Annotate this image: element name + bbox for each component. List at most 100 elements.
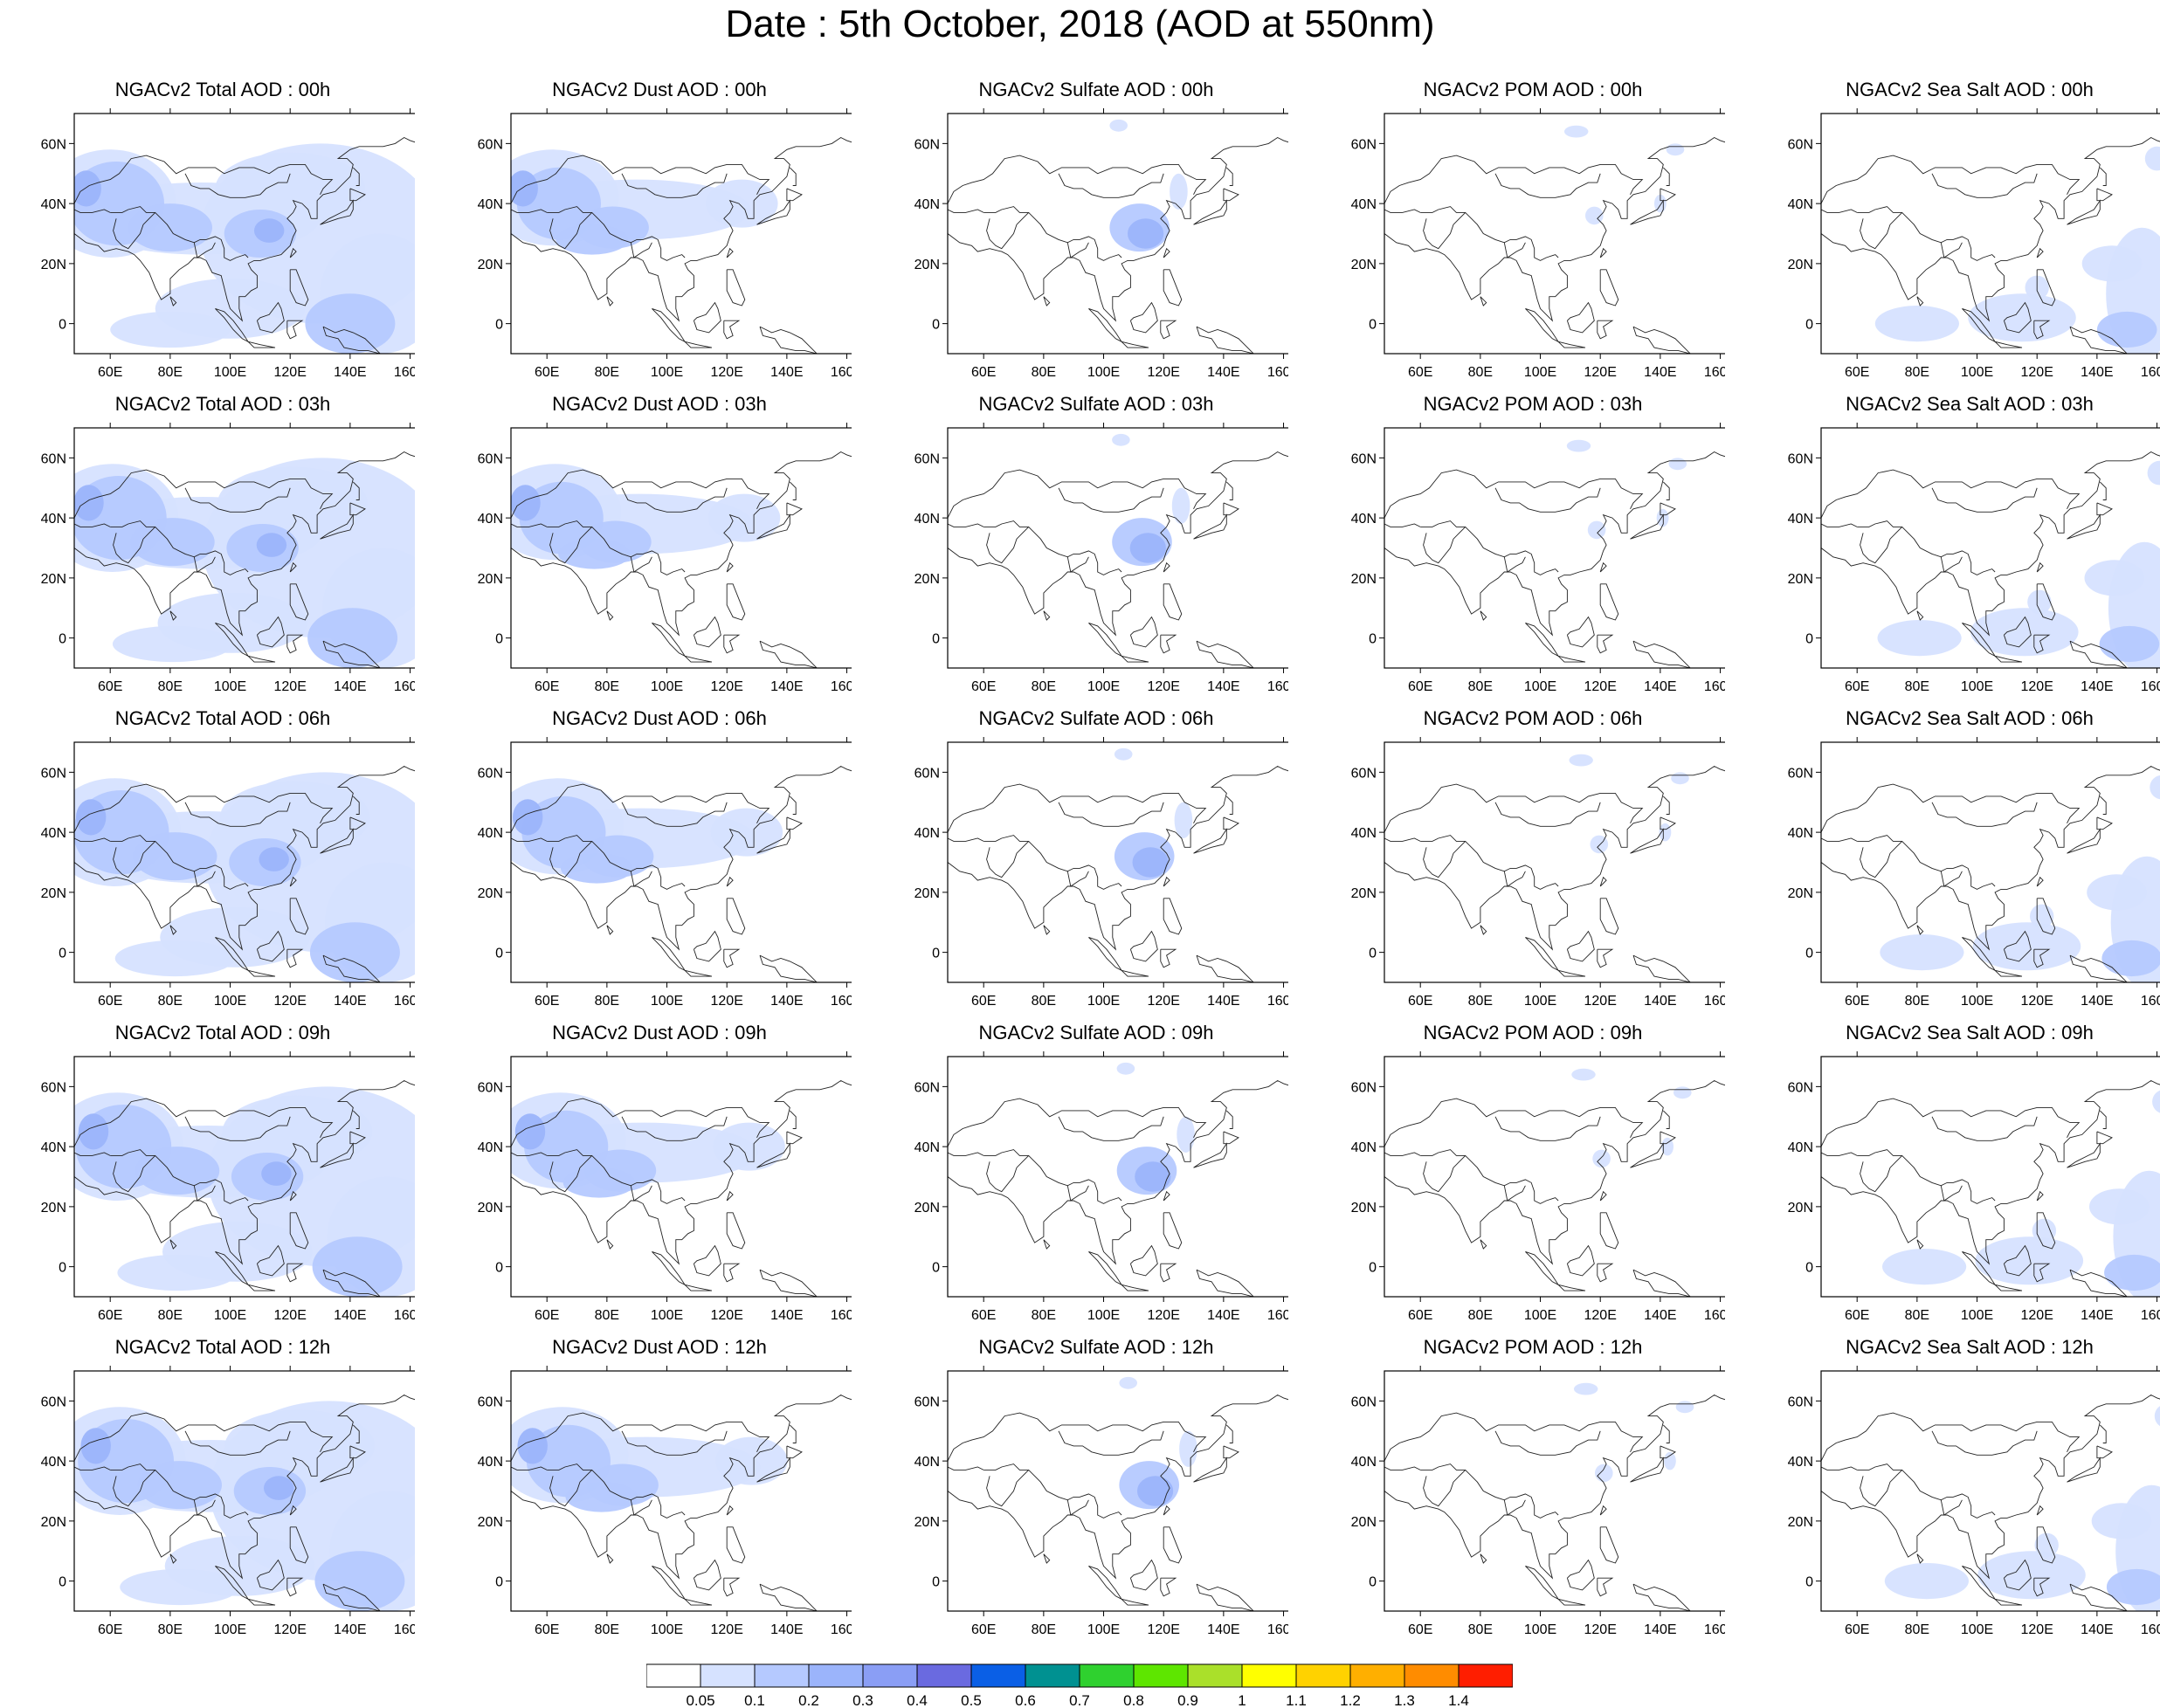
lon-tick-label: 160E [2141, 365, 2160, 380]
lon-tick-label: 100E [1087, 1622, 1120, 1637]
coastline [74, 1152, 111, 1156]
coastline [193, 242, 216, 258]
coastline [1384, 1152, 1421, 1156]
coastline [1193, 1142, 1227, 1168]
coastline [1821, 1466, 1858, 1470]
lon-tick-label: 80E [1032, 679, 1056, 694]
aod-field [1569, 754, 1593, 767]
coastline [2069, 954, 2128, 982]
coastline [2096, 1445, 2113, 1459]
lat-tick-label: 40N [41, 826, 66, 841]
coastline [1916, 296, 1924, 306]
coastline [2003, 301, 2032, 334]
coastline [1163, 876, 1170, 887]
lon-tick-label: 160E [831, 365, 852, 380]
lat-tick-label: 0 [1369, 318, 1377, 333]
aod-field [513, 799, 543, 836]
coastline [630, 1499, 652, 1516]
coastline [1503, 1185, 1526, 1202]
lat-tick-label: 0 [59, 1261, 66, 1276]
lat-tick-label: 60N [41, 1395, 66, 1409]
colorbar-swatch [1349, 1663, 1405, 1688]
lon-tick-label: 100E [651, 994, 683, 1009]
lon-tick-label: 120E [711, 679, 743, 694]
aod-field [715, 1436, 788, 1485]
coastline [352, 1424, 360, 1443]
lat-tick-label: 0 [1369, 632, 1377, 647]
aod-field [112, 625, 233, 663]
aod-field [558, 539, 631, 569]
lat-tick-label: 60N [914, 766, 940, 781]
coastline [2036, 1190, 2044, 1202]
coastline [511, 1412, 770, 1462]
coastline [1058, 487, 1164, 513]
coastline [726, 1190, 734, 1202]
coastline [349, 502, 366, 516]
lon-tick-label: 80E [1905, 679, 1929, 694]
lat-tick-label: 0 [1805, 632, 1813, 647]
map-panel-sulfate-4: NGACv2 Sulfate AOD : 12h 60N 40N 20N 0 60E 80E… [904, 1336, 1288, 1646]
map-plot: 60N 40N 20N 0 60E 80E 100E 120E 140E 160E [478, 1051, 852, 1323]
coastline [511, 783, 770, 833]
lon-tick-label: 60E [98, 679, 122, 694]
lon-tick-label: 100E [1524, 994, 1556, 1009]
lat-tick-label: 0 [932, 1575, 940, 1590]
lon-tick-label: 100E [651, 1308, 683, 1323]
lat-tick-label: 40N [1351, 1140, 1377, 1155]
lon-tick-label: 60E [1845, 679, 1869, 694]
lat-tick-label: 0 [495, 1575, 503, 1590]
coastline [322, 1583, 381, 1611]
coastline [1066, 556, 1089, 573]
aod-field [1109, 119, 1128, 132]
panel-title: NGACv2 Total AOD : 09h [114, 1022, 331, 1043]
lat-tick-label: 40N [1788, 512, 1813, 527]
lat-tick-label: 60N [914, 451, 940, 466]
aod-field [517, 1428, 548, 1464]
coastline [1423, 1155, 1466, 1193]
lon-tick-label: 160E [1704, 1308, 1725, 1323]
coastline [1860, 1470, 1903, 1507]
map-plot: 60N 40N 20N 0 60E 80E 100E 120E 140E 160E [41, 737, 415, 1009]
coastline [1660, 188, 1676, 202]
coastline [1163, 561, 1170, 573]
lon-tick-label: 120E [1584, 1308, 1617, 1323]
coastline [1557, 341, 1586, 348]
coastline [606, 610, 614, 621]
lon-tick-label: 160E [394, 365, 415, 380]
coastline [1821, 1079, 2160, 1265]
coastline [289, 1505, 297, 1516]
coastline [759, 1583, 818, 1611]
lat-tick-label: 40N [1351, 826, 1377, 841]
aod-field [2150, 775, 2160, 800]
coastline [1597, 320, 1614, 340]
lat-tick-label: 20N [914, 258, 940, 272]
map-plot: 60N 40N 20N 0 60E 80E 100E 120E 140E 160E [41, 108, 415, 380]
aod-field [222, 1095, 373, 1168]
lon-tick-label: 60E [1845, 994, 1869, 1009]
coastline [184, 1116, 291, 1141]
map-panel-seasalt-2: NGACv2 Sea Salt AOD : 06h 60N 40N 20N 0 60E 80… [1777, 707, 2160, 1017]
coastline [726, 898, 746, 935]
coastline [1916, 1553, 1924, 1564]
coastline [2036, 247, 2044, 258]
colorbar-label: 0.9 [1177, 1692, 1198, 1707]
colorbar-swatch [1241, 1663, 1297, 1688]
coastline [1503, 1499, 1526, 1516]
coastline [1163, 247, 1170, 258]
lon-tick-label: 140E [1644, 1622, 1676, 1637]
map-panel-pom-3: NGACv2 POM AOD : 09h 60N 40N 20N 0 60E 80E 100E… [1341, 1022, 1725, 1332]
lat-tick-label: 40N [41, 1455, 66, 1470]
coastline [1557, 1598, 1586, 1606]
aod-field [254, 218, 285, 243]
lat-tick-label: 60N [1351, 1395, 1377, 1409]
coastline [349, 1445, 366, 1459]
map-grid: NGACv2 Total AOD : 00h 60N 40N 20N 0 60E 80E 10… [41, 79, 2160, 1646]
lon-tick-label: 100E [651, 679, 683, 694]
map-panel-pom-1: NGACv2 POM AOD : 03h 60N 40N 20N 0 60E 80E 100E… [1341, 393, 1725, 703]
coastline [74, 1466, 111, 1470]
lat-tick-label: 60N [1788, 451, 1813, 466]
lat-tick-label: 20N [41, 1201, 66, 1216]
coastline [1129, 1244, 1158, 1277]
lon-tick-label: 160E [831, 1308, 852, 1323]
lat-tick-label: 0 [1805, 947, 1813, 961]
